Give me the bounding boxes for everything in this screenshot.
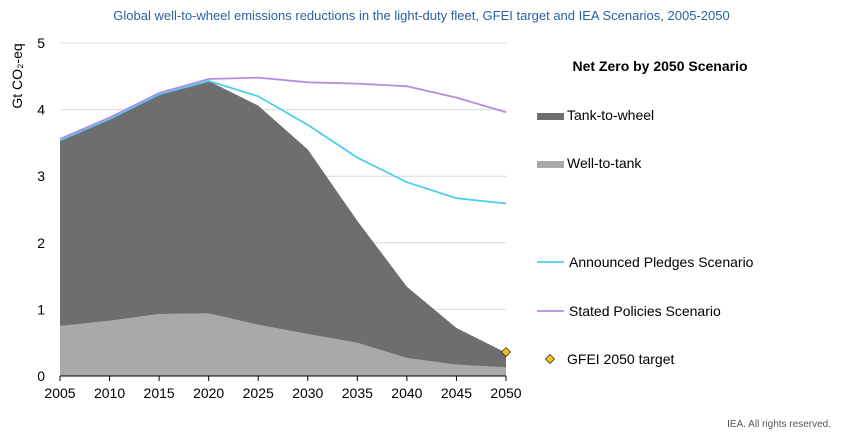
line-stated-policies-scenario [59,76,507,140]
area-tank-to-wheel [60,80,506,368]
y-tick-label-3: 3 [37,168,45,184]
y-tick-label-0: 0 [37,368,45,384]
x-tick-label-2035: 2035 [342,385,373,401]
legend-label-tank-to-wheel: Tank-to-wheel [567,107,654,123]
y-axis-label: Gt CO₂-eq [9,43,25,108]
line-layer [59,76,507,205]
x-tick-label-2050: 2050 [490,385,521,401]
x-tick-label-2020: 2020 [193,385,224,401]
axis-layer: 0 1 2 3 4 5 2005 2010 2015 2020 2025 2030 2035 2040 20… [37,35,522,401]
legend-swatch-gfei-2050-target [544,353,556,365]
area-layer [60,80,506,376]
legend-swatch-well-to-tank [537,161,564,168]
y-tick-label-1: 1 [37,301,45,317]
x-tick-label-2015: 2015 [144,385,175,401]
x-tick-label-2045: 2045 [441,385,472,401]
legend-label-gfei-2050-target: GFEI 2050 target [567,351,675,367]
marker-gfei-2050-target [500,346,512,358]
x-tick-label-2005: 2005 [44,385,75,401]
x-tick-label-2040: 2040 [391,385,422,401]
legend-label-announced-pledges-scenario: Announced Pledges Scenario [569,254,754,270]
x-tick-label-2010: 2010 [94,385,125,401]
legend-swatch-tank-to-wheel [537,113,564,120]
legend-header: Net Zero by 2050 Scenario [572,58,747,74]
y-tick-label-4: 4 [37,102,45,118]
chart-title: Global well-to-wheel emissions reduction… [113,8,730,23]
legend-label-well-to-tank: Well-to-tank [567,155,642,171]
line-announced-pledges-scenario [59,80,507,205]
y-tick-label-2: 2 [37,235,45,251]
x-tick-label-2030: 2030 [292,385,323,401]
legend-label-stated-policies-scenario: Stated Policies Scenario [569,303,721,319]
legend: Net Zero by 2050 Scenario Tank-to-wheel We… [537,58,754,367]
point-layer [500,346,512,358]
y-tick-label-5: 5 [37,35,45,51]
copyright-footer: IEA. All rights reserved. [727,419,831,430]
x-tick-label-2025: 2025 [243,385,274,401]
area-well-to-tank [60,313,506,376]
